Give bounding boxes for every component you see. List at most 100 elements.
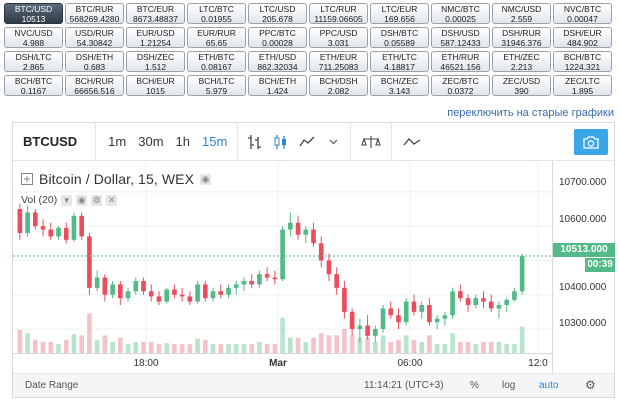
pair-button-btc-rur[interactable]: BTC/RUR 568269.4280: [65, 3, 124, 24]
candle-body: [481, 298, 486, 302]
candle-body: [326, 260, 332, 275]
indicators-icon[interactable]: [355, 123, 387, 161]
candle-body: [349, 311, 355, 329]
time-axis[interactable]: 18:00 Mar 06:00 12:0: [13, 353, 552, 373]
candle-body: [148, 291, 154, 297]
pair-button-eur-usd[interactable]: EUR/USD 1.21254: [126, 27, 185, 48]
volume-bar: [396, 339, 401, 353]
symbol-label[interactable]: BTCUSD: [13, 122, 97, 161]
pair-button-bch-dsh[interactable]: BCH/DSH 2.082: [309, 75, 368, 96]
price-scale[interactable]: 10700.000 10600.000 10400.000 10300.000 …: [552, 161, 615, 378]
collapse-legend-icon[interactable]: [21, 173, 33, 185]
pair-button-dsh-usd[interactable]: DSH/USD 587.12433: [431, 27, 490, 48]
pair-button-zec-ltc[interactable]: ZEC/LTC 1.895: [553, 75, 612, 96]
settings-icon[interactable]: ⚙: [91, 194, 103, 206]
pair-button-ppc-usd[interactable]: PPC/USD 3.031: [309, 27, 368, 48]
pair-button-eth-zec[interactable]: ETH/ZEC 2.213: [492, 51, 551, 72]
volume-bar: [380, 335, 386, 353]
settings-icon[interactable]: ⚙: [585, 378, 596, 392]
pair-name: DSH/LTC: [15, 52, 52, 62]
candle-body: [458, 291, 463, 299]
time-tick: 12:0: [528, 358, 548, 369]
candles-style-icon[interactable]: [268, 123, 294, 161]
last-price-badge: 10513.000: [553, 243, 615, 257]
auto-toggle[interactable]: auto: [539, 380, 559, 391]
pair-button-bch-btc[interactable]: BCH/BTC 0.1167: [4, 75, 63, 96]
pair-button-eth-btc[interactable]: ETH/BTC 0.08167: [187, 51, 246, 72]
currency-pair-grid: BTC/USD 10513 BTC/RUR 568269.4280 BTC/EUR 867…: [4, 3, 616, 99]
volume-bar: [473, 344, 479, 353]
pair-name: DSH/ETH: [75, 52, 114, 62]
pair-button-eth-usd[interactable]: ETH/USD 862.32034: [248, 51, 307, 72]
pair-name: ETH/USD: [258, 52, 297, 62]
pair-button-dsh-ltc[interactable]: DSH/LTC 2.865: [4, 51, 63, 72]
pair-button-dsh-zec[interactable]: DSH/ZEC 1.512: [126, 51, 185, 72]
pair-button-btc-eur[interactable]: BTC/EUR 8673.48837: [126, 3, 185, 24]
camera-icon[interactable]: [574, 129, 608, 155]
pair-name: BCH/EUR: [136, 76, 175, 86]
pair-button-bch-eth[interactable]: BCH/ETH 1.424: [248, 75, 307, 96]
candle-body: [295, 222, 301, 235]
pair-button-ltc-rur[interactable]: LTC/RUR 11159.06605: [309, 3, 368, 24]
percent-toggle[interactable]: %: [470, 380, 479, 391]
pair-price: 0.05589: [384, 37, 415, 48]
pair-button-btc-usd[interactable]: BTC/USD 10513: [4, 3, 63, 24]
pair-button-usd-rur[interactable]: USD/RUR 54.30842: [65, 27, 124, 48]
pair-button-bch-btc[interactable]: BCH/BTC 1224.321: [553, 51, 612, 72]
compare-icon[interactable]: [396, 123, 428, 161]
volume-bar: [156, 344, 162, 353]
pair-button-bch-zec[interactable]: BCH/ZEC 3.143: [370, 75, 429, 96]
pair-price: 4.18817: [384, 61, 415, 72]
pair-button-ltc-eur[interactable]: LTC/EUR 169.656: [370, 3, 429, 24]
volume-bar: [303, 342, 309, 353]
pair-button-ltc-usd[interactable]: LTC/USD 205.678: [248, 3, 307, 24]
pair-button-nmc-usd[interactable]: NMC/USD 2.559: [492, 3, 551, 24]
old-charts-link[interactable]: переключить на старые графики: [447, 107, 614, 119]
pair-button-ppc-btc[interactable]: PPC/BTC 0.00028: [248, 27, 307, 48]
interval-1m-button[interactable]: 1m: [108, 134, 127, 149]
pair-button-bch-ltc[interactable]: BCH/LTC 5.979: [187, 75, 246, 96]
pair-button-zec-usd[interactable]: ZEC/USD 390: [492, 75, 551, 96]
price-chart[interactable]: [13, 161, 552, 353]
volume-bar: [373, 342, 378, 353]
interval-15m-button[interactable]: 15m: [202, 134, 228, 149]
candle-body: [396, 315, 401, 323]
interval-30m-button[interactable]: 30m: [138, 134, 164, 149]
pair-button-nvc-btc[interactable]: NVC/BTC 0.00047: [553, 3, 612, 24]
close-icon[interactable]: ✕: [106, 194, 118, 206]
pair-button-bch-rur[interactable]: BCH/RUR 66656.516: [65, 75, 124, 96]
pair-button-bch-eur[interactable]: BCH/EUR 1015: [126, 75, 185, 96]
pair-button-eth-rur[interactable]: ETH/RUR 46521.156: [431, 51, 490, 72]
pair-button-nvc-usd[interactable]: NVC/USD 4.988: [4, 27, 63, 48]
pair-price: 587.12433: [440, 37, 481, 48]
pair-name: BCH/LTC: [198, 76, 235, 86]
pair-button-dsh-eur[interactable]: DSH/EUR 484.902: [553, 27, 612, 48]
pair-price: 2.865: [22, 61, 45, 72]
pair-button-dsh-btc[interactable]: DSH/BTC 0.05589: [370, 27, 429, 48]
candle-body: [249, 281, 254, 285]
pair-name: ZEC/LTC: [565, 76, 600, 86]
chevron-down-icon[interactable]: [320, 123, 346, 161]
pair-name: BTC/RUR: [75, 4, 114, 14]
chevron-down-icon[interactable]: ▾: [61, 194, 73, 206]
pair-button-eur-rur[interactable]: EUR/RUR 65.65: [187, 27, 246, 48]
pair-button-dsh-eth[interactable]: DSH/ETH 0.683: [65, 51, 124, 72]
log-toggle[interactable]: log: [502, 380, 516, 391]
volume-bar: [403, 335, 409, 353]
pair-button-dsh-rur[interactable]: DSH/RUR 31946.376: [492, 27, 551, 48]
area-style-icon[interactable]: [294, 123, 320, 161]
pair-button-eth-eur[interactable]: ETH/EUR 711.25083: [309, 51, 368, 72]
bars-style-icon[interactable]: [242, 123, 268, 161]
volume-bar: [504, 344, 509, 353]
interval-1h-button[interactable]: 1h: [175, 134, 190, 149]
volume-bar: [71, 334, 77, 353]
eye-icon[interactable]: ◉: [76, 194, 88, 206]
pair-name: ETH/LTC: [382, 52, 417, 62]
eye-icon[interactable]: ◉: [200, 173, 212, 185]
pair-button-eth-ltc[interactable]: ETH/LTC 4.18817: [370, 51, 429, 72]
pair-button-nmc-btc[interactable]: NMC/BTC 0.00025: [431, 3, 490, 24]
date-range-button[interactable]: Date Range: [25, 380, 79, 391]
pair-button-zec-btc[interactable]: ZEC/BTC 0.0372: [431, 75, 490, 96]
pair-button-ltc-btc[interactable]: LTC/BTC 0.01955: [187, 3, 246, 24]
pair-row: BTC/USD 10513 BTC/RUR 568269.4280 BTC/EUR 867…: [4, 3, 616, 24]
